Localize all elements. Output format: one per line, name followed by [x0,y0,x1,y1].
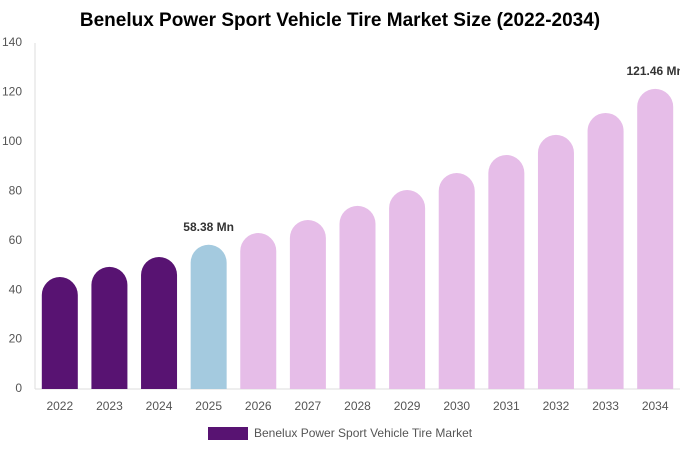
bar [339,205,376,389]
x-tick-label: 2030 [443,399,470,413]
y-tick-label: 60 [9,233,23,247]
bar [637,88,674,389]
x-tick-label: 2026 [245,399,272,413]
bar [537,134,574,389]
x-tick-label: 2027 [295,399,322,413]
y-tick-label: 100 [2,134,22,148]
x-tick-label: 2032 [543,399,570,413]
x-tick-label: 2022 [46,399,73,413]
y-tick-label: 120 [2,85,22,99]
x-tick-label: 2025 [195,399,222,413]
x-tick-label: 2031 [493,399,520,413]
bar [389,190,426,389]
chart-title: Benelux Power Sport Vehicle Tire Market … [80,10,600,31]
y-tick-label: 0 [15,381,22,395]
bar [240,233,277,389]
y-tick-label: 140 [2,35,22,49]
bar [190,244,227,389]
x-tick-label: 2029 [394,399,421,413]
x-tick-label: 2023 [96,399,123,413]
x-tick-label: 2024 [146,399,173,413]
bar [41,277,78,389]
legend-label: Benelux Power Sport Vehicle Tire Market [254,426,473,440]
y-tick-label: 40 [9,282,23,296]
bar [587,112,624,390]
y-tick-label: 20 [9,332,23,346]
x-tick-label: 2028 [344,399,371,413]
bar [289,219,326,389]
bar [91,266,128,389]
bar [438,172,475,389]
legend-swatch [208,427,248,440]
bar [141,257,178,389]
y-tick-label: 80 [9,183,23,197]
data-label: 58.38 Mn [183,220,234,234]
x-tick-label: 2034 [642,399,669,413]
data-label: 121.46 Mn [627,64,680,78]
bar [488,154,525,389]
x-tick-label: 2033 [592,399,619,413]
